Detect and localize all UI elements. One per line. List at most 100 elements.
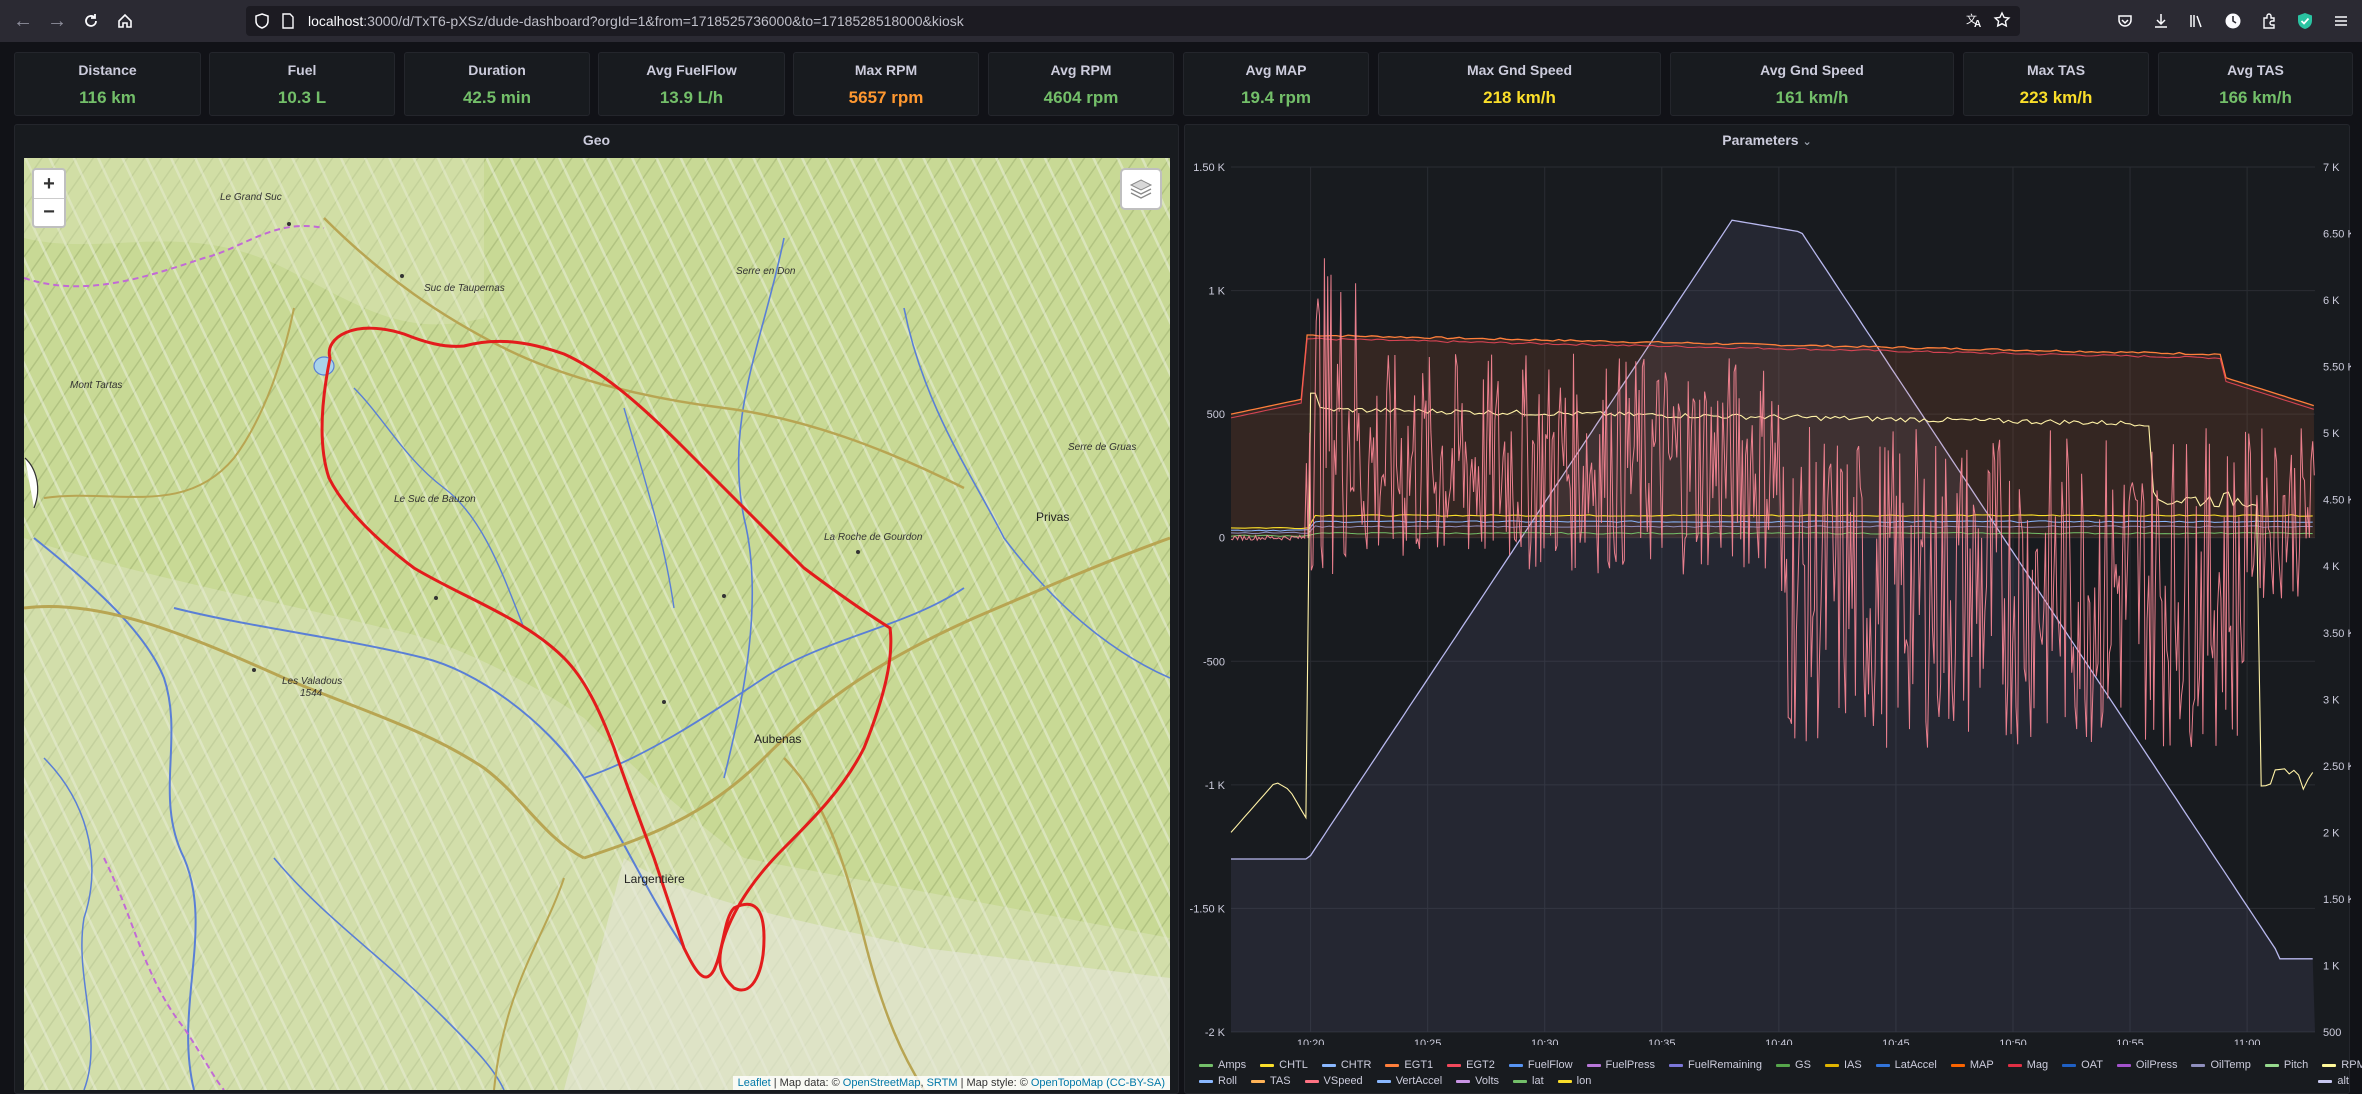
series-alt-fill [1231,220,2315,1032]
parameters-chart[interactable]: 1.50 K 1 K 500 0 -500 -1 K -1.50 K -2 K 7 K 6.50… [1185,125,2351,1045]
url-text[interactable]: localhost:3000/d/TxT6-pXSz/dude-dashboar… [308,13,964,29]
forward-icon[interactable]: → [47,9,67,32]
series-vspeed-line [1230,258,2315,748]
pocket-icon[interactable] [2112,8,2138,34]
stat-title: Avg Gnd Speed [1760,62,1864,78]
legend-item-amps[interactable]: Amps [1199,1059,1246,1071]
legend-item-pitch[interactable]: Pitch [2264,1059,2308,1071]
stat-panel-duration[interactable]: Duration 42.5 min [404,52,590,116]
legend-item-oiltemp[interactable]: OilTemp [2191,1059,2251,1071]
osm-link[interactable]: OpenStreetMap [842,1077,921,1089]
legend-item-egt1[interactable]: EGT1 [1385,1059,1433,1071]
legend-swatch [1824,1063,1839,1067]
series-egt2-line [1230,337,2314,419]
legend-item-vspeed[interactable]: VSpeed [1304,1075,1363,1087]
legend-swatch [1260,1063,1275,1067]
legend-item-tas[interactable]: TAS [1250,1075,1291,1087]
legend-item-fuelremaining[interactable]: FuelRemaining [1669,1059,1762,1071]
url-bar[interactable]: localhost:3000/d/TxT6-pXSz/dude-dashboar… [246,6,2020,36]
srtm-link[interactable]: SRTM [926,1077,958,1089]
legend-label: GS [1795,1059,1811,1071]
bookmark-star-icon[interactable] [1992,10,2012,30]
legend-label: OilTemp [2210,1059,2251,1071]
legend-item-oat[interactable]: OAT [2062,1059,2103,1071]
zoom-out-button[interactable]: − [34,198,64,226]
map-label-la-roche-de-gourdon: La Roche de Gourdon [824,532,923,543]
legend-item-vertaccel[interactable]: VertAccel [1376,1075,1442,1087]
stat-panel-avg-fuelflow[interactable]: Avg FuelFlow 13.9 L/h [598,52,785,116]
legend-item-alt[interactable]: alt [2318,1075,2349,1087]
y-right-tick-label: 1.50 K [2323,894,2351,906]
series-chtr-line [1230,520,2313,532]
opentopomap-link[interactable]: OpenTopoMap [1030,1077,1104,1089]
library-icon[interactable] [2184,8,2210,34]
browser-toolbar-right [2112,5,2354,37]
account-icon[interactable] [2220,8,2246,34]
chart-series [1230,219,2315,1032]
stat-panel-max-gnd-speed[interactable]: Max Gnd Speed 218 km/h [1378,52,1661,116]
stat-panel-avg-gnd-speed[interactable]: Avg Gnd Speed 161 km/h [1670,52,1954,116]
shield-icon[interactable] [252,11,272,31]
series-egt1-line [1230,334,2314,415]
stat-panel-avg-tas[interactable]: Avg TAS 166 km/h [2158,52,2353,116]
x-tick-label: 10:50 [1999,1038,2027,1045]
stat-title: Avg RPM [1050,62,1112,78]
y-left-tick-label: -500 [1203,656,1225,668]
legend-item-mag[interactable]: Mag [2007,1059,2048,1071]
y-axis-left: 1.50 K 1 K 500 0 -500 -1 K -1.50 K -2 K [1190,162,1226,1039]
legend-item-lataccel[interactable]: LatAccel [1875,1059,1937,1071]
legend-item-chtr[interactable]: CHTR [1321,1059,1371,1071]
y-left-tick-label: -1 K [1205,780,1226,792]
legend-item-fuelflow[interactable]: FuelFlow [1508,1059,1573,1071]
license-link[interactable]: (CC-BY-SA) [1106,1077,1165,1089]
y-right-tick-label: 2 K [2323,827,2340,839]
security-extension-icon[interactable] [2292,8,2318,34]
page-icon[interactable] [278,11,298,31]
stat-title: Max TAS [2026,62,2086,78]
legend-item-gs[interactable]: GS [1776,1059,1811,1071]
legend-item-map[interactable]: MAP [1950,1059,1994,1071]
stat-value: 13.9 L/h [659,88,724,107]
menu-icon[interactable] [2328,8,2354,34]
legend-item-roll[interactable]: Roll [1199,1075,1237,1087]
legend-item-rpm[interactable]: RPM [2322,1059,2362,1071]
legend-item-lon[interactable]: lon [1557,1075,1591,1087]
leaflet-link[interactable]: Leaflet [737,1077,771,1089]
stat-panel-max-tas[interactable]: Max TAS 223 km/h [1963,52,2149,116]
stat-panel-avg-rpm[interactable]: Avg RPM 4604 rpm [988,52,1174,116]
legend-item-chtl[interactable]: CHTL [1260,1059,1308,1071]
stat-value: 116 km [79,88,136,107]
chevron-down-icon[interactable]: ⌄ [1802,136,1812,148]
legend-swatch [1513,1079,1528,1083]
reload-icon[interactable] [74,4,108,38]
legend-label: Roll [1218,1075,1237,1087]
layers-icon [1129,179,1153,199]
legend-swatch [1199,1063,1213,1067]
legend-item-volts[interactable]: Volts [1456,1075,1499,1087]
back-icon[interactable]: ← [13,9,33,32]
parameters-panel-title[interactable]: Parameters ⌄ [1185,125,2349,157]
extensions-icon[interactable] [2256,8,2282,34]
home-icon[interactable] [108,4,142,38]
legend-label: EGT2 [1466,1059,1495,1071]
legend-item-lat[interactable]: lat [1513,1075,1544,1087]
legend-item-egt2[interactable]: EGT2 [1447,1059,1495,1071]
stat-panel-max-rpm[interactable]: Max RPM 5657 rpm [793,52,979,116]
stat-value: 5657 rpm [848,88,924,107]
map-label-serre-de-gruas: Serre de Gruas [1068,442,1137,453]
geo-panel-title[interactable]: Geo [582,132,611,148]
legend-item-ias[interactable]: IAS [1824,1059,1862,1071]
zoom-in-button[interactable]: + [43,172,55,195]
map-view[interactable]: Le Grand Suc Suc de Taupernas Serre en D… [24,158,1170,1090]
y-right-tick-label: 3 K [2323,694,2340,706]
download-icon[interactable] [2148,8,2174,34]
layers-button[interactable] [1120,168,1162,210]
legend-item-fuelpress[interactable]: FuelPress [1586,1059,1655,1071]
stat-panel-distance[interactable]: Distance 116 km [14,52,201,116]
stat-value: 4604 rpm [1043,88,1119,107]
stat-panel-fuel[interactable]: Fuel 10.3 L [209,52,395,116]
stat-panel-avg-map[interactable]: Avg MAP 19.4 rpm [1183,52,1369,116]
legend-item-oilpress[interactable]: OilPress [2116,1059,2177,1071]
x-tick-label: 10:20 [1297,1038,1325,1045]
